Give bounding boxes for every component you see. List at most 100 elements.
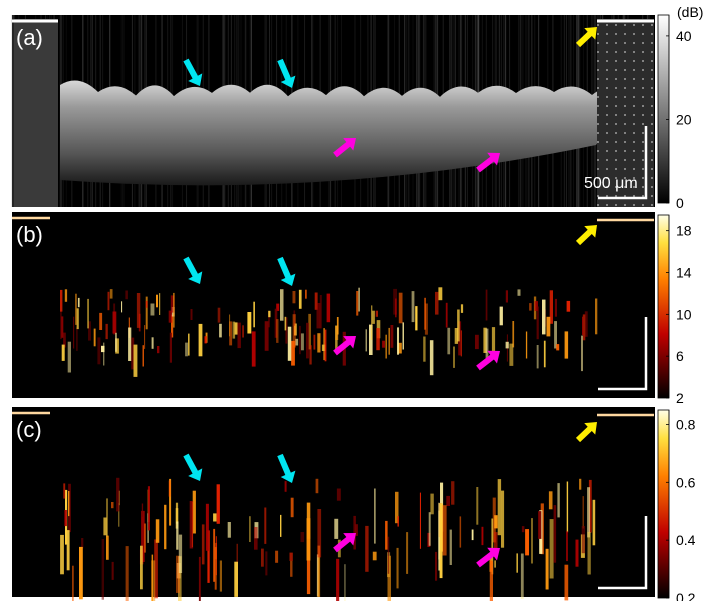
- speckle: [101, 346, 105, 352]
- speckle: [588, 532, 591, 575]
- speckle: [280, 515, 281, 537]
- speckle: [305, 290, 307, 299]
- speckle: [451, 481, 454, 505]
- speckle: [337, 489, 341, 501]
- speckle: [334, 519, 338, 539]
- speckle: [152, 337, 154, 349]
- speckle: [494, 560, 496, 567]
- speckle: [501, 491, 504, 548]
- speckle: [565, 565, 569, 601]
- colorbar: [658, 410, 669, 598]
- speckle: [486, 290, 488, 321]
- speckle: [546, 549, 549, 590]
- speckle: [373, 552, 377, 561]
- speckle: [113, 312, 117, 334]
- speckle: [317, 303, 321, 328]
- speckle: [430, 340, 434, 375]
- speckle: [438, 503, 439, 560]
- speckle: [159, 293, 160, 315]
- speckle: [566, 531, 568, 561]
- speckle: [288, 327, 292, 361]
- speckle: [242, 325, 243, 337]
- speckle: [406, 532, 408, 574]
- speckle: [188, 334, 190, 356]
- colorbar-tick-label: 0.8: [676, 416, 696, 432]
- speckle: [307, 518, 311, 560]
- speckle: [525, 529, 529, 555]
- speckle: [385, 335, 387, 359]
- speckle: [376, 328, 380, 350]
- speckle: [446, 303, 448, 328]
- colorbar-tick-label: 0: [676, 195, 684, 211]
- speckle: [169, 311, 173, 323]
- speckle: [291, 498, 294, 518]
- speckle: [549, 491, 553, 509]
- speckle: [472, 530, 474, 541]
- speckle: [78, 298, 80, 307]
- speckle: [372, 311, 375, 324]
- speckle: [476, 487, 478, 525]
- speckle: [249, 516, 251, 542]
- speckle: [521, 554, 524, 600]
- speckle: [64, 510, 67, 526]
- speckle: [199, 557, 201, 601]
- speckle: [176, 503, 178, 524]
- speckle: [542, 300, 546, 335]
- speckle: [206, 504, 209, 551]
- speckle: [522, 526, 525, 532]
- speckle: [317, 333, 320, 352]
- colorbar-unit: (dB): [677, 4, 703, 20]
- speckle: [264, 508, 266, 544]
- speckle: [81, 538, 83, 548]
- speckle: [87, 299, 89, 329]
- speckle: [60, 311, 62, 339]
- colorbar-tick-label: 2: [676, 390, 684, 406]
- speckle: [382, 341, 385, 348]
- speckle: [376, 311, 378, 317]
- speckle: [385, 521, 388, 550]
- speckle: [325, 330, 327, 362]
- speckle: [516, 553, 518, 572]
- speckle: [68, 342, 71, 373]
- speckle: [77, 308, 79, 329]
- speckle: [583, 496, 584, 528]
- speckle: [199, 324, 203, 356]
- speckle: [461, 330, 462, 356]
- speckle: [550, 519, 554, 578]
- speckle: [94, 329, 96, 347]
- speckle: [285, 481, 287, 492]
- colorbar-tick-label: 0.2: [676, 590, 696, 601]
- speckle: [579, 479, 581, 490]
- speckle: [494, 515, 498, 528]
- speckle: [424, 298, 426, 330]
- speckle: [529, 303, 532, 311]
- speckle: [156, 295, 158, 308]
- speckle: [235, 322, 238, 334]
- speckle: [581, 336, 583, 372]
- speckle: [253, 302, 255, 328]
- speckle: [335, 326, 338, 340]
- colorbar-tick-label: 0.6: [676, 474, 696, 490]
- speckle: [115, 333, 117, 352]
- speckle: [126, 546, 129, 601]
- speckle: [420, 493, 421, 549]
- speckle: [205, 336, 207, 343]
- speckle: [506, 290, 508, 302]
- speckle: [76, 328, 78, 351]
- speckle: [593, 500, 596, 546]
- speckle: [148, 486, 150, 530]
- speckle: [112, 562, 114, 580]
- speckle: [261, 549, 264, 567]
- speckle: [151, 560, 155, 601]
- speckle: [140, 546, 143, 590]
- colorbar-tick-label: 6: [676, 348, 684, 364]
- speckle: [75, 294, 77, 325]
- speckle: [353, 516, 356, 550]
- speckle: [170, 333, 172, 363]
- speckle: [254, 527, 258, 550]
- speckle: [111, 502, 114, 508]
- speckle: [144, 524, 145, 553]
- speckle: [144, 325, 145, 349]
- speckle: [190, 501, 193, 549]
- speckle: [440, 504, 443, 552]
